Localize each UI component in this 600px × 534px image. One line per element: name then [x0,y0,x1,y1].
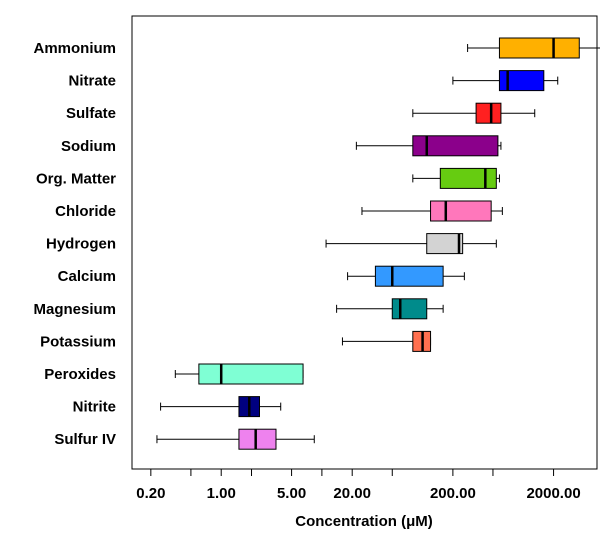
category-label: Sulfate [66,105,116,122]
category-label: Peroxides [44,366,116,383]
box-iqr [498,37,580,59]
x-axis-ticks: 0.20 1.00 5.00 20.00 200.00 2000.00 [136,469,581,502]
box-peroxides [174,363,304,385]
box-iqr [198,363,304,385]
box-org-matter [412,167,500,189]
x-tick-label: 1.00 [207,485,236,502]
category-label: Nitrite [73,399,116,416]
plot-frame [131,15,598,470]
category-label: Sulfur IV [54,431,116,448]
category-label: Chloride [55,203,116,220]
box-iqr [475,102,502,124]
category-label: Calcium [58,268,116,285]
category-label: Hydrogen [46,236,116,253]
box-hydrogen [325,233,497,255]
x-tick-label: 5.00 [277,485,306,502]
category-label: Potassium [40,333,116,350]
category-label: Org. Matter [36,170,116,187]
category-label: Ammonium [34,40,117,57]
box-iqr [238,428,277,450]
box-ammonium [467,37,600,59]
category-label: Nitrate [68,73,116,90]
box-calcium [347,265,465,287]
x-tick-label: 0.20 [136,485,165,502]
box-iqr [391,298,428,320]
x-tick-label: 2000.00 [526,485,580,502]
box-sulfate [412,102,536,124]
box-sodium [355,135,502,157]
box-iqr [498,70,545,92]
category-label: Sodium [61,138,116,155]
category-label: Magnesium [33,301,116,318]
box-iqr [374,265,444,287]
boxes-layer [156,37,600,450]
x-tick-label: 200.00 [430,485,476,502]
category-labels: Ammonium Nitrate Sulfate Sodium Org. Matter C… [33,40,116,448]
box-potassium [341,330,432,352]
box-nitrite [160,396,282,418]
box-chloride [361,200,503,222]
box-nitrate [452,70,559,92]
box-iqr [412,135,499,157]
box-iqr [439,167,497,189]
box-sulfur-iv [156,428,315,450]
box-iqr [426,233,464,255]
x-axis-title: Concentration (μM) [295,513,433,530]
box-magnesium [336,298,444,320]
box-iqr [430,200,492,222]
x-tick-label: 20.00 [333,485,371,502]
